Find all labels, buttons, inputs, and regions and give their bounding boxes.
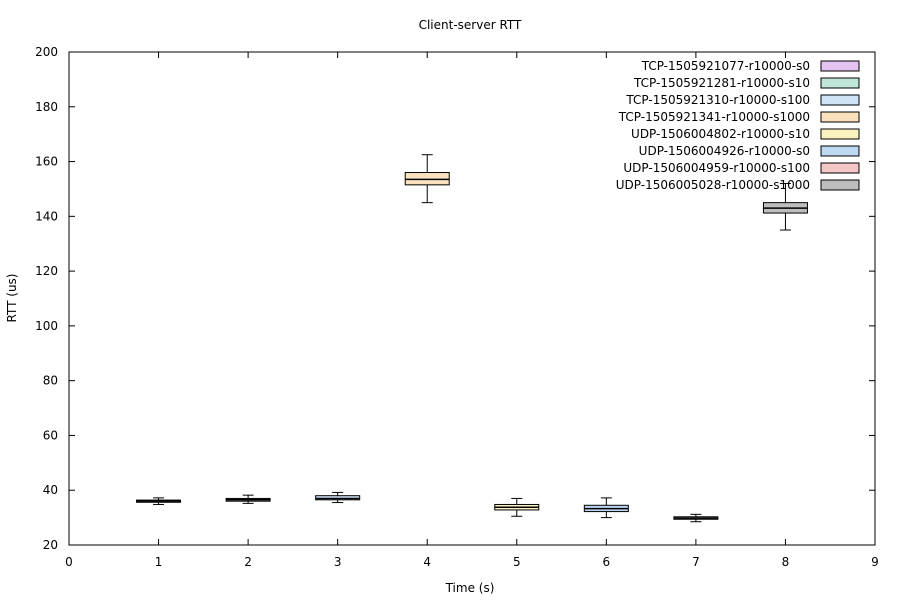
box-item (494, 497, 540, 517)
y-tick-label: 120 (35, 264, 58, 278)
legend-swatch (820, 179, 860, 191)
legend-label: TCP-1505921077-r10000-s0 (641, 59, 810, 73)
y-tick-label: 20 (43, 538, 58, 552)
box-item (404, 154, 450, 204)
legend-swatch (820, 60, 860, 72)
legend-swatch (820, 111, 860, 123)
legend-item: TCP-1505921341-r10000-s1000 (618, 110, 860, 124)
y-tick-label: 180 (35, 100, 58, 114)
legend-label: UDP-1506004926-r10000-s0 (639, 144, 810, 158)
box-item (315, 491, 361, 504)
y-tick-label: 100 (35, 319, 58, 333)
legend-item: TCP-1505921310-r10000-s100 (625, 93, 860, 107)
x-tick-label: 7 (692, 555, 700, 569)
axis-ticks: 20 40 60 80 100 120 140 160 180 200 0 1 2 3 4 5 6 7 8 9 (35, 45, 879, 569)
legend-item: TCP-1505921281-r10000-s10 (633, 76, 860, 90)
x-tick-label: 8 (782, 555, 790, 569)
box-series (136, 154, 808, 523)
y-tick-label: 160 (35, 155, 58, 169)
y-tick-label: 80 (43, 374, 58, 388)
box-item (225, 494, 271, 504)
legend: TCP-1505921077-r10000-s0 TCP-1505921281-r… (616, 59, 860, 192)
y-tick-label: 140 (35, 209, 58, 223)
x-tick-label: 2 (244, 555, 252, 569)
legend-swatch (820, 128, 860, 140)
box-item (673, 513, 719, 523)
legend-label: TCP-1505921281-r10000-s10 (633, 76, 810, 90)
y-tick-label: 40 (43, 483, 58, 497)
x-axis-label: Time (s) (445, 581, 495, 595)
box-item (136, 497, 182, 505)
box-item (583, 497, 629, 519)
box-item (762, 182, 808, 231)
x-tick-label: 5 (513, 555, 521, 569)
y-tick-label: 200 (35, 45, 58, 59)
legend-label: UDP-1506004959-r10000-s100 (623, 161, 810, 175)
legend-swatch (820, 94, 860, 106)
legend-label: TCP-1505921341-r10000-s1000 (618, 110, 810, 124)
legend-label: UDP-1506005028-r10000-s1000 (616, 178, 810, 192)
x-tick-label: 9 (871, 555, 879, 569)
legend-item: TCP-1505921077-r10000-s0 (641, 59, 860, 73)
x-tick-label: 6 (603, 555, 611, 569)
chart-title: Client-server RTT (419, 18, 522, 32)
legend-swatch (820, 145, 860, 157)
legend-item: UDP-1506004959-r10000-s100 (623, 161, 860, 175)
x-tick-label: 3 (334, 555, 342, 569)
legend-swatch (820, 77, 860, 89)
legend-swatch (820, 162, 860, 174)
legend-item: UDP-1506005028-r10000-s1000 (616, 178, 860, 192)
plot-frame (68, 51, 876, 546)
y-axis-label: RTT (us) (5, 274, 19, 323)
y-tick-label: 60 (43, 428, 58, 442)
x-tick-label: 1 (155, 555, 163, 569)
x-tick-label: 4 (423, 555, 431, 569)
legend-item: UDP-1506004802-r10000-s10 (631, 127, 860, 141)
x-tick-label: 0 (65, 555, 73, 569)
legend-label: TCP-1505921310-r10000-s100 (625, 93, 810, 107)
legend-item: UDP-1506004926-r10000-s0 (639, 144, 860, 158)
legend-label: UDP-1506004802-r10000-s10 (631, 127, 810, 141)
